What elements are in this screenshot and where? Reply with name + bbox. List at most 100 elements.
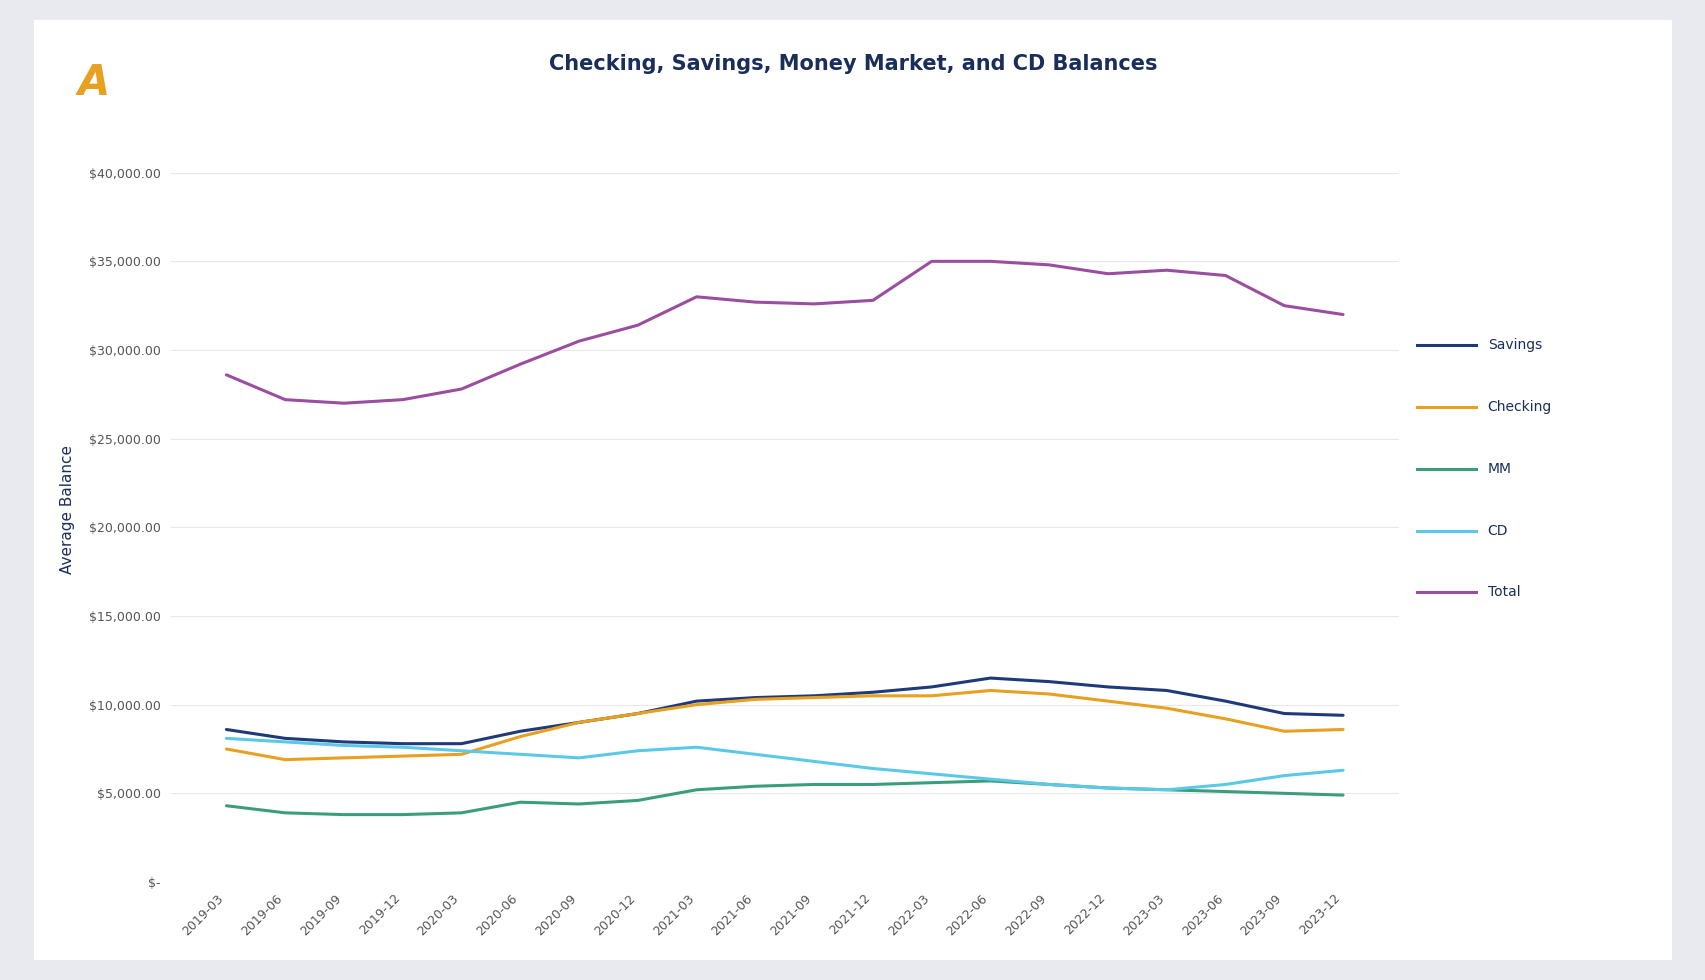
Total — [452, 383, 472, 395]
MM — [568, 798, 588, 809]
MM — [980, 775, 1001, 787]
Savings — [392, 738, 413, 750]
Savings — [334, 736, 355, 748]
Checking — [1332, 723, 1352, 735]
Total — [510, 359, 530, 370]
CD — [392, 741, 413, 753]
Total — [921, 256, 941, 268]
Text: Savings: Savings — [1487, 338, 1541, 353]
MM — [1332, 789, 1352, 801]
CD — [1274, 769, 1294, 781]
CD — [1156, 784, 1176, 796]
Total — [745, 296, 766, 308]
Savings — [217, 723, 237, 735]
CD — [568, 752, 588, 763]
MM — [627, 795, 648, 807]
CD — [627, 745, 648, 757]
Total — [863, 294, 883, 306]
CD — [275, 736, 295, 748]
Checking — [217, 743, 237, 755]
Savings — [627, 708, 648, 719]
MM — [1214, 786, 1234, 798]
Checking — [1214, 713, 1234, 725]
CD — [745, 749, 766, 760]
Checking — [1274, 725, 1294, 737]
MM — [921, 777, 941, 789]
Checking — [568, 716, 588, 728]
Total — [334, 397, 355, 409]
MM — [1038, 778, 1059, 790]
CD — [685, 741, 706, 753]
MM — [452, 807, 472, 818]
CD — [1332, 764, 1352, 776]
Checking — [745, 694, 766, 706]
Savings — [863, 686, 883, 698]
Total — [685, 291, 706, 303]
CD — [863, 762, 883, 774]
Savings — [452, 738, 472, 750]
Line: Total: Total — [227, 262, 1342, 403]
Savings — [921, 681, 941, 693]
Checking — [921, 690, 941, 702]
Text: Checking, Savings, Money Market, and CD Balances: Checking, Savings, Money Market, and CD … — [549, 54, 1156, 74]
MM — [1096, 782, 1117, 794]
CD — [510, 749, 530, 760]
Savings — [1156, 685, 1176, 697]
Checking — [685, 699, 706, 710]
Checking — [1156, 703, 1176, 714]
MM — [745, 780, 766, 792]
Total — [392, 394, 413, 406]
MM — [392, 808, 413, 820]
Savings — [1096, 681, 1117, 693]
Checking — [980, 685, 1001, 697]
CD — [217, 732, 237, 744]
Line: MM: MM — [227, 781, 1342, 814]
Savings — [1332, 710, 1352, 721]
CD — [980, 773, 1001, 785]
MM — [1274, 788, 1294, 800]
Checking — [1038, 688, 1059, 700]
Checking — [510, 731, 530, 743]
Savings — [685, 695, 706, 707]
CD — [921, 768, 941, 780]
Total — [1214, 270, 1234, 281]
Checking — [803, 692, 824, 704]
Total — [1156, 265, 1176, 276]
Checking — [334, 752, 355, 763]
Total — [217, 368, 237, 380]
Savings — [1214, 695, 1234, 707]
Total — [1096, 268, 1117, 279]
Savings — [1038, 676, 1059, 688]
Text: CD: CD — [1487, 523, 1507, 538]
Savings — [1274, 708, 1294, 719]
CD — [452, 745, 472, 757]
Total — [980, 256, 1001, 268]
Total — [1274, 300, 1294, 312]
Total — [1332, 309, 1352, 320]
Line: Checking: Checking — [227, 691, 1342, 760]
MM — [510, 797, 530, 808]
Y-axis label: Average Balance: Average Balance — [60, 445, 75, 574]
Checking — [627, 708, 648, 719]
CD — [334, 740, 355, 752]
MM — [217, 800, 237, 811]
Savings — [568, 716, 588, 728]
Text: A: A — [78, 63, 109, 104]
Savings — [745, 692, 766, 704]
MM — [334, 808, 355, 820]
Savings — [803, 690, 824, 702]
Text: Checking: Checking — [1487, 400, 1552, 415]
Total — [803, 298, 824, 310]
CD — [1096, 782, 1117, 794]
Line: Savings: Savings — [227, 678, 1342, 744]
MM — [863, 778, 883, 790]
Total — [568, 335, 588, 347]
MM — [685, 784, 706, 796]
CD — [1038, 778, 1059, 790]
Text: Total: Total — [1487, 585, 1519, 600]
Checking — [275, 754, 295, 765]
MM — [275, 807, 295, 818]
MM — [1156, 784, 1176, 796]
Text: MM: MM — [1487, 462, 1511, 476]
Savings — [980, 672, 1001, 684]
